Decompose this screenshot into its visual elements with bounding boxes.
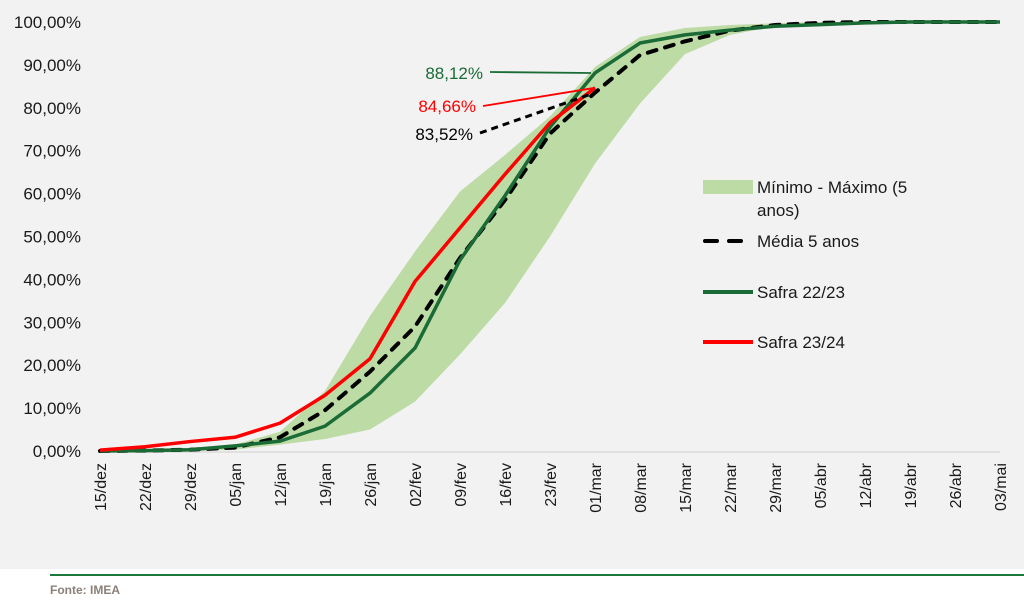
x-tick-label: 22/mar xyxy=(723,462,740,512)
x-tick-label: 26/jan xyxy=(363,463,380,507)
legend-label: Mínimo - Máximo (5 xyxy=(757,178,907,197)
y-tick-label: 60,00% xyxy=(23,185,81,204)
annotation-leader-line xyxy=(479,91,596,135)
annotation-label: 83,52% xyxy=(415,125,473,144)
x-tick-label: 15/dez xyxy=(93,463,110,511)
y-tick-label: 0,00% xyxy=(33,442,81,461)
footer-rule xyxy=(50,574,1024,576)
y-tick-label: 30,00% xyxy=(23,313,81,332)
x-tick-label: 19/abr xyxy=(903,462,920,508)
x-tick-label: 23/fev xyxy=(543,463,560,507)
x-tick-label: 15/mar xyxy=(678,462,695,512)
series-layer xyxy=(98,20,1002,453)
series-line-safra-22-23 xyxy=(99,20,1000,453)
x-tick-label: 05/abr xyxy=(813,462,830,508)
x-tick-label: 05/jan xyxy=(228,463,245,507)
annotation-leader-line xyxy=(489,71,592,74)
y-tick-label: 10,00% xyxy=(23,399,81,418)
annotation-label: 84,66% xyxy=(418,97,476,116)
annotation-leader-line xyxy=(482,86,596,107)
y-tick-label: 90,00% xyxy=(23,56,81,75)
series-line-safra-23-24 xyxy=(99,86,597,452)
y-tick-label: 40,00% xyxy=(23,270,81,289)
legend-swatch-area xyxy=(703,180,753,194)
x-tick-label: 12/jan xyxy=(273,463,290,507)
x-axis-ticks: 15/dez 22/dez 29/dez 05/jan 12/jan 19/jan 26/j… xyxy=(93,462,1010,512)
y-tick-label: 80,00% xyxy=(23,99,81,118)
x-tick-label: 02/fev xyxy=(408,463,425,507)
legend-item: Média 5 anos xyxy=(703,232,859,251)
legend-label: Média 5 anos xyxy=(757,232,859,251)
y-axis-ticks: 0,00% 10,00% 20,00% 30,00% 40,00% 50,00% 60,00… xyxy=(14,13,81,461)
legend-item: Mínimo - Máximo (5 anos) xyxy=(703,178,907,220)
line-chart: 0,00% 10,00% 20,00% 30,00% 40,00% 50,00% 60,00… xyxy=(14,13,1010,513)
x-tick-label: 29/mar xyxy=(768,462,785,512)
legend-item: Safra 22/23 xyxy=(703,283,845,302)
x-tick-label: 09/fev xyxy=(453,463,470,507)
x-tick-label: 29/dez xyxy=(183,463,200,511)
y-tick-label: 20,00% xyxy=(23,356,81,375)
x-tick-label: 22/dez xyxy=(138,463,155,511)
min-max-band xyxy=(100,22,1000,451)
x-tick-label: 19/jan xyxy=(318,463,335,507)
x-tick-label: 16/fev xyxy=(498,463,515,507)
y-tick-label: 100,00% xyxy=(14,13,81,32)
min-max-band-layer xyxy=(100,22,1000,451)
x-tick-label: 01/mar xyxy=(588,462,605,512)
legend-item: Safra 23/24 xyxy=(703,333,845,352)
legend-label-cont: anos) xyxy=(757,201,800,220)
x-tick-label: 26/abr xyxy=(948,462,965,508)
y-tick-label: 50,00% xyxy=(23,228,81,247)
legend-label: Safra 22/23 xyxy=(757,283,845,302)
legend-label: Safra 23/24 xyxy=(757,333,845,352)
x-tick-label: 08/mar xyxy=(633,462,650,512)
chart-area: 0,00% 10,00% 20,00% 30,00% 40,00% 50,00% 60,00… xyxy=(0,0,1024,569)
x-tick-label: 03/mai xyxy=(993,463,1010,511)
annotation-label: 88,12% xyxy=(425,64,483,83)
y-tick-label: 70,00% xyxy=(23,142,81,161)
x-tick-label: 12/abr xyxy=(858,462,875,508)
annotations: 88,12% 84,66% 83,52% xyxy=(415,64,596,144)
source-note: Fonte: IMEA xyxy=(50,583,120,597)
legend: Mínimo - Máximo (5 anos) Média 5 anos Safra… xyxy=(703,178,907,352)
